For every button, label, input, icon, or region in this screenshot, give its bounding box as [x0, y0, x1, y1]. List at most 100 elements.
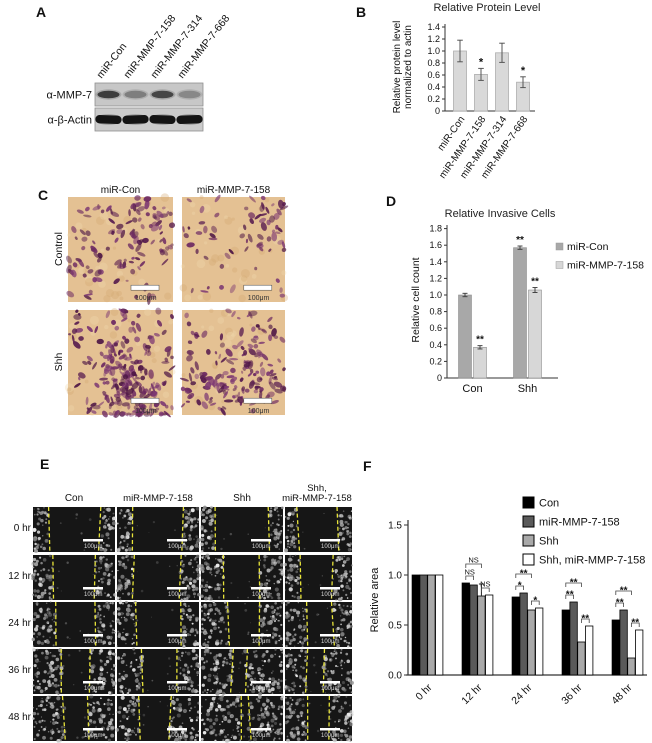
actin-band: [95, 114, 122, 125]
scale-bar: [167, 587, 187, 590]
y-tick-label: 0.8: [427, 58, 440, 68]
x-category-label: Shh: [518, 383, 538, 395]
wound-row-header-36hr: 36 hr: [8, 665, 31, 676]
y-tick-label: 1.4: [427, 22, 440, 32]
scale-bar-label: 100μm: [321, 686, 339, 692]
sig-label: **: [620, 586, 628, 597]
wound-col-header-shh: Shh: [233, 493, 251, 504]
sig-bracket: [615, 602, 624, 607]
mmp7-band: [178, 90, 201, 99]
sig-label: **: [570, 578, 578, 589]
y-tick-label: 1.5: [388, 521, 402, 532]
scale-bar: [167, 728, 187, 731]
wound-col-header-mir-mmp-7-158: miR-MMP-7-158: [123, 493, 193, 504]
bar-48 hr-Shh, miR-MMP-7-158: [635, 629, 644, 676]
sig-bracket: [515, 585, 524, 590]
y-tick-label: 1.4: [429, 257, 442, 267]
panel-e-letter: E: [40, 456, 50, 472]
wound-image-0-2: 100μm: [199, 505, 284, 553]
chart-d-title: Relative Invasive Cells: [445, 208, 556, 220]
scale-bar: [320, 728, 340, 731]
scale-bar-label: 100μm: [84, 733, 102, 739]
wound-edge-right: [181, 506, 185, 553]
wound-image-4-0: 100μm: [32, 694, 115, 743]
wound-edge-left: [61, 695, 66, 742]
scale-bar-label: 100μm: [321, 544, 339, 550]
sig-label: **: [631, 618, 639, 629]
significance-star: **: [531, 277, 539, 288]
wound-image-0-3: 100μm: [284, 506, 353, 553]
wound-col-header-shh-mir-line1: Shh,: [307, 483, 327, 494]
bar-24 hr-Con: [511, 596, 520, 676]
wound-edge-left: [305, 601, 309, 648]
wound-edge-right: [328, 695, 331, 742]
scale-bar-label: 100μm: [248, 295, 270, 302]
invasion-image-grid: 100μm 100μm 100μm 100μm: [64, 193, 289, 418]
scale-bar: [251, 634, 271, 637]
wound-edge-right: [330, 601, 336, 648]
bar-48 hr-miR-MMP-7-158: [619, 609, 628, 676]
sig-bracket: [631, 622, 640, 627]
western-blot-panel: α-MMP-7α-β-ActinmiR-ConmiR-MMP-7-158miR-…: [47, 13, 232, 132]
bar-12 hr-Shh, miR-MMP-7-158: [485, 594, 494, 676]
scale-bar: [167, 634, 187, 637]
wound-image-0-0: 100μm: [32, 506, 117, 554]
mmp7-band: [97, 90, 120, 99]
y-tick-label: 0.0: [388, 671, 402, 682]
wound-edge-right: [258, 554, 261, 601]
wound-edge-right: [97, 506, 102, 553]
scale-bar-label: 100μm: [84, 686, 102, 692]
scale-bar-label: 100μm: [252, 639, 270, 645]
scale-bar-label: 100μm: [168, 733, 186, 739]
invasion-image-0-1: 100μm: [179, 194, 289, 302]
chart-d-ylabel: Relative cell count: [410, 257, 422, 342]
wound-edge-right: [244, 648, 249, 695]
y-tick-label: 0.6: [429, 323, 442, 333]
scale-bar-label: 100μm: [248, 408, 270, 415]
bar-36 hr-Con: [561, 609, 570, 676]
wound-edge-left: [304, 648, 309, 695]
wound-row-header-0hr: 0 hr: [13, 523, 31, 534]
scale-bar-label: 100μm: [252, 544, 270, 550]
significance-star: *: [479, 56, 484, 68]
wound-edge-right: [93, 554, 97, 601]
y-tick-label: 0.5: [388, 621, 402, 632]
wound-row-header-48hr: 48 hr: [8, 712, 31, 723]
wound-image-1-1: 100μm: [115, 554, 201, 601]
panel-f-letter: F: [363, 458, 372, 474]
wound-edge-left: [229, 648, 235, 695]
sig-bracket: [565, 594, 574, 599]
wound-edge-right: [88, 648, 91, 695]
bar-Shh-miR-Con: [513, 247, 527, 379]
scale-bar: [130, 284, 160, 291]
invasion-image-1-0: 100μm: [64, 307, 176, 418]
scale-bar-label: 100μm: [321, 733, 339, 739]
legend-swatch-Con: [522, 496, 535, 509]
invasion-col-header-mir-con: miR-Con: [100, 185, 141, 196]
legend-label: miR-Con: [567, 241, 609, 253]
y-tick-label: 1.6: [429, 240, 442, 250]
wound-col-header-shh-mir: Shh, miR-MMP-7-158: [277, 484, 357, 503]
wound-image-4-3: 100μm: [284, 694, 354, 743]
bar-Con-miR-Con: [458, 294, 472, 379]
blot-row-label-mmp7: α-MMP-7: [47, 90, 92, 102]
protein-level-chart: Relative Protein Level Relative protein l…: [392, 2, 541, 181]
scale-bar: [130, 397, 160, 404]
scale-bar: [83, 634, 103, 637]
invasive-cells-chart: Relative Invasive Cells Relative cell cou…: [410, 208, 644, 395]
scale-bar: [167, 539, 187, 542]
bar-12 hr-Shh: [477, 595, 486, 676]
panel-c-letter: C: [38, 187, 49, 203]
significance-star: **: [516, 235, 524, 246]
bar-36 hr-Shh: [577, 641, 586, 676]
y-tick-label: 0.2: [429, 356, 442, 366]
blot-strip-mmp7: [94, 82, 204, 107]
panel-b-letter: B: [356, 4, 367, 20]
scale-bar: [251, 539, 271, 542]
y-tick-label: 1.2: [429, 273, 442, 283]
y-tick-label: 1.0: [388, 571, 402, 582]
wound-row-header-24hr: 24 hr: [8, 618, 31, 629]
bar-Shh-miR-MMP-7-158: [528, 289, 542, 379]
wound-col-header-con: Con: [64, 493, 84, 504]
scale-bar: [83, 728, 103, 731]
